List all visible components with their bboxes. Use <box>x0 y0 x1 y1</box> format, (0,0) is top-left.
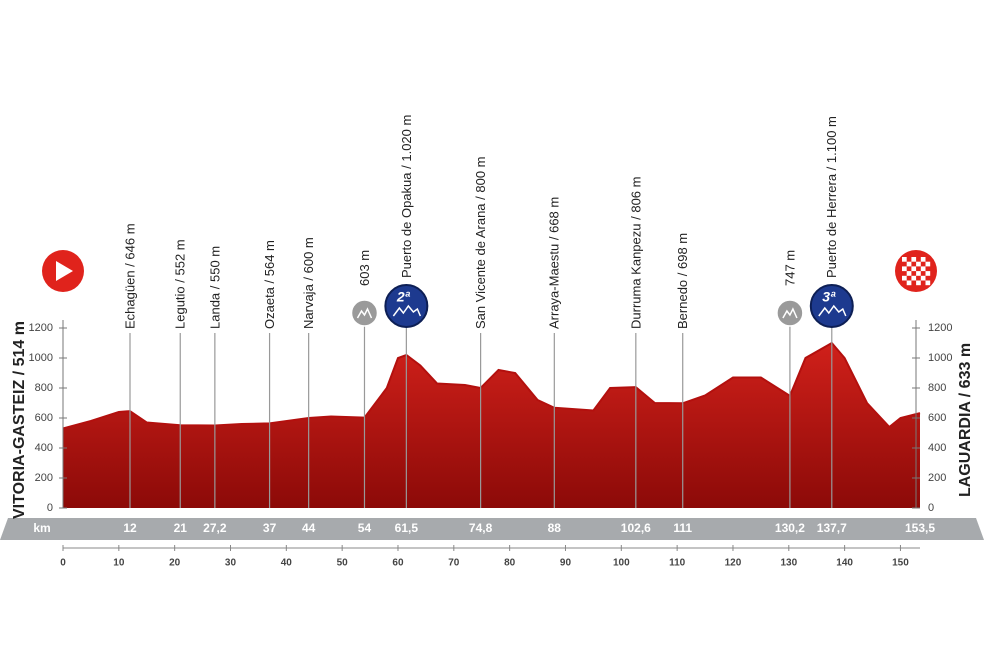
sprint-glyph <box>356 307 373 319</box>
x-tick-label: 50 <box>337 558 349 569</box>
climb-badge <box>809 284 854 328</box>
finish-icon <box>895 250 937 292</box>
y-tick-label: 1200 <box>29 322 53 334</box>
x-tick-label: 40 <box>281 558 293 569</box>
finish-square <box>925 280 931 286</box>
point-label: Puerto de Herrera / 1.100 m <box>824 116 839 278</box>
point-label: Bernedo / 698 m <box>675 233 690 329</box>
km-label: 111 <box>673 521 692 535</box>
y-tick-label: 0 <box>47 502 53 514</box>
climb-badge <box>384 284 429 328</box>
x-tick-label: 90 <box>560 558 572 569</box>
x-tick-label: 140 <box>836 558 853 569</box>
y-tick-label: 1000 <box>29 352 53 364</box>
finish-square <box>916 271 921 276</box>
climb-glyph <box>818 304 847 317</box>
x-tick-label: 10 <box>113 558 125 569</box>
point-label: San Vicente de Arana / 800 m <box>473 157 488 330</box>
point-label: 603 m <box>357 250 372 286</box>
km-label: 137,7 <box>817 521 847 535</box>
km-label: 37 <box>263 521 277 535</box>
finish-square <box>906 271 912 276</box>
climb-glyph <box>392 304 422 317</box>
finish-square <box>920 257 926 262</box>
finish-label: LAGUARDIA / 633 m <box>957 343 974 497</box>
climb-label: 2ª <box>396 289 411 305</box>
start-label: VITORIA-GASTEIZ / 514 m <box>11 321 28 519</box>
finish-square <box>902 275 907 281</box>
y-tick-label: 1000 <box>928 352 952 364</box>
finish-square <box>902 266 907 272</box>
x-tick-label: 60 <box>392 558 404 569</box>
x-tick-label: 100 <box>613 558 630 569</box>
y-tick-label: 800 <box>35 382 53 394</box>
finish-square <box>925 261 931 267</box>
x-tick-label: 80 <box>504 558 516 569</box>
x-tick-label: 20 <box>169 558 181 569</box>
km-label: 54 <box>358 521 372 535</box>
point-label: Echagüen / 646 m <box>122 223 137 329</box>
finish-square <box>911 275 917 281</box>
finish-square <box>906 261 912 267</box>
finish-square <box>906 280 912 286</box>
y-tick-label: 400 <box>35 442 53 454</box>
finish-square <box>911 257 917 262</box>
finish-square <box>916 261 921 267</box>
y-tick-label: 1200 <box>928 322 952 334</box>
point-label: Durruma Kanpezu / 806 m <box>628 177 643 329</box>
y-tick-label: 0 <box>928 502 934 514</box>
km-label: 21 <box>174 521 188 535</box>
finish-square <box>920 266 926 272</box>
y-tick-label: 200 <box>928 472 946 484</box>
km-label: 12 <box>123 521 137 535</box>
point-label: Arraya-Maestu / 668 m <box>547 197 562 329</box>
profile-area <box>63 343 920 508</box>
point-label: Legutio / 552 m <box>173 239 188 329</box>
x-tick-label: 70 <box>448 558 460 569</box>
x-tick-label: 30 <box>225 558 237 569</box>
x-tick-label: 130 <box>780 558 797 569</box>
point-label: Landa / 550 m <box>207 246 222 329</box>
climb-label: 3ª <box>822 289 836 305</box>
finish-square <box>916 280 921 286</box>
km-label: 102,6 <box>621 521 651 535</box>
point-label: Narvaja / 600 m <box>301 237 316 329</box>
km-label: 44 <box>302 521 316 535</box>
profile-line <box>62 341 921 430</box>
x-tick-label: 120 <box>725 558 742 569</box>
y-tick-label: 400 <box>928 442 946 454</box>
finish-square <box>920 275 926 281</box>
x-tick-label: 0 <box>60 558 66 569</box>
start-icon <box>42 250 84 292</box>
sprint-icon <box>350 299 379 327</box>
km-unit: km <box>33 521 50 535</box>
km-label: 61,5 <box>395 521 419 535</box>
km-band <box>0 518 984 540</box>
km-label: 153,5 <box>905 521 935 535</box>
point-label: 747 m <box>782 250 797 286</box>
finish-square <box>902 257 907 262</box>
sprint-glyph <box>782 307 798 319</box>
x-tick-label: 110 <box>669 558 686 569</box>
km-label: 27,2 <box>203 521 227 535</box>
y-tick-label: 200 <box>35 472 53 484</box>
y-tick-label: 800 <box>928 382 946 394</box>
km-label: 88 <box>548 521 562 535</box>
km-label: 130,2 <box>775 521 805 535</box>
sprint-icon <box>776 299 804 327</box>
point-label: Ozaeta / 564 m <box>262 240 277 329</box>
km-label: 74,8 <box>469 521 493 535</box>
finish-square <box>911 266 917 272</box>
finish-square <box>925 271 931 276</box>
x-tick-label: 150 <box>892 558 909 569</box>
y-tick-label: 600 <box>35 412 53 424</box>
y-tick-label: 600 <box>928 412 946 424</box>
point-label: Puerto de Opakua / 1.020 m <box>399 115 414 278</box>
